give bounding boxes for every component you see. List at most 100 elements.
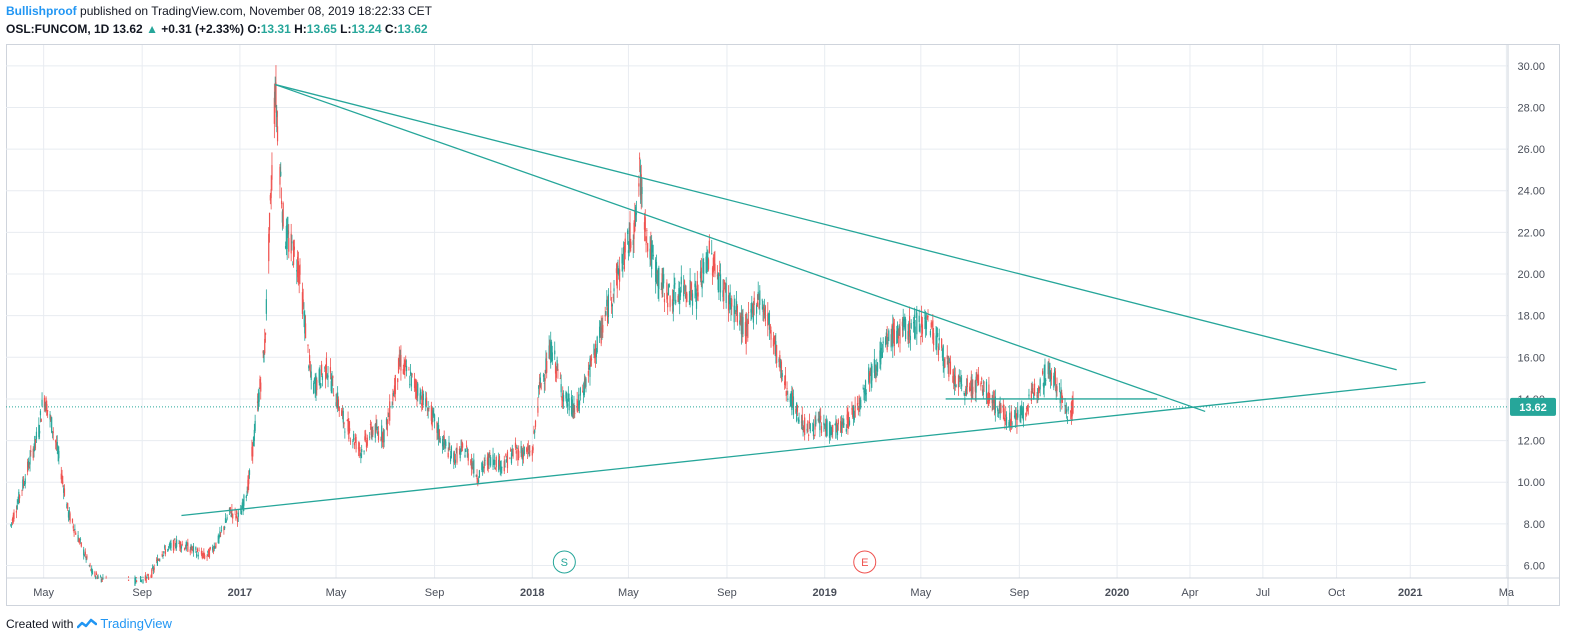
candle-body xyxy=(868,372,871,383)
candle-body xyxy=(175,546,177,548)
candle-body xyxy=(901,321,903,327)
candle-body xyxy=(675,299,677,304)
candle-body xyxy=(178,542,180,544)
candle-body xyxy=(402,369,404,374)
candle-body xyxy=(1066,419,1069,421)
candle-body xyxy=(38,424,40,438)
candle-body xyxy=(286,225,288,250)
candle-body xyxy=(437,426,439,434)
candle-body xyxy=(394,375,396,395)
candle-body xyxy=(562,393,564,402)
candle-body xyxy=(942,345,944,367)
candle-body xyxy=(943,367,945,369)
candle-body xyxy=(1022,406,1024,421)
candle-body xyxy=(439,437,441,443)
candle-body xyxy=(594,352,596,359)
candle-body xyxy=(712,257,714,273)
candle-body xyxy=(518,450,520,459)
candle-body xyxy=(21,490,23,491)
tradingview-logo[interactable]: TradingView xyxy=(77,616,172,631)
candle-body xyxy=(363,450,365,452)
y-tick-label: 12.00 xyxy=(1517,436,1545,448)
candle-body xyxy=(478,479,480,483)
candle-body xyxy=(916,312,918,335)
published-text: published on TradingView.com, November 0… xyxy=(80,4,433,18)
candle-body xyxy=(1032,388,1034,394)
candle-body xyxy=(325,357,328,377)
candle-body xyxy=(796,405,799,412)
candle-body xyxy=(257,395,259,410)
symbol-name: OSL:FUNCOM, 1D xyxy=(6,22,110,36)
candle-body xyxy=(561,396,563,401)
candle-body xyxy=(752,303,754,323)
candle-body xyxy=(410,373,412,387)
candle-body xyxy=(881,351,883,358)
candle-body xyxy=(607,307,609,323)
candle-body xyxy=(674,283,676,285)
candle-body xyxy=(913,314,916,330)
candle-body xyxy=(392,393,394,401)
candle-body xyxy=(627,250,630,254)
candle-body xyxy=(594,343,597,359)
candle-body xyxy=(79,538,82,540)
candle-body xyxy=(159,559,161,561)
candle-body xyxy=(801,414,803,426)
candle-body xyxy=(966,378,968,388)
candle-body xyxy=(792,393,794,401)
candle-body xyxy=(386,420,388,431)
open-value: 13.31 xyxy=(260,22,291,36)
candle-body xyxy=(899,326,901,344)
trendline xyxy=(274,83,1397,371)
candle-body xyxy=(449,455,452,462)
candle-body xyxy=(884,337,887,346)
candle-body xyxy=(909,316,911,335)
chart-frame[interactable] xyxy=(6,44,1560,606)
candle-body xyxy=(842,421,844,424)
candle-body xyxy=(365,442,368,448)
candle-body xyxy=(578,394,580,409)
candle-body xyxy=(307,344,309,347)
candle-body xyxy=(846,414,848,420)
candle-body xyxy=(836,425,839,436)
footer: Created with TradingView xyxy=(6,616,172,631)
author-link[interactable]: Bullishproof xyxy=(6,4,77,18)
candle-body xyxy=(611,304,614,307)
candle-body xyxy=(985,381,988,399)
candle-body xyxy=(1005,414,1007,418)
candle-body xyxy=(585,378,587,387)
candle-body xyxy=(628,227,630,247)
candle-body xyxy=(196,548,199,552)
candle-body xyxy=(430,405,432,421)
candle-body xyxy=(571,399,573,418)
candle-body xyxy=(240,509,242,511)
candle-body xyxy=(703,262,705,274)
candle-body xyxy=(298,271,300,283)
candle-body xyxy=(470,461,472,463)
candle-body xyxy=(714,263,716,274)
candle-body xyxy=(812,423,815,436)
candle-body xyxy=(433,413,435,415)
candle-body xyxy=(1013,415,1016,417)
candle-body xyxy=(308,365,310,369)
candle-body xyxy=(39,411,42,416)
candle-body xyxy=(235,515,237,519)
candle-body xyxy=(913,321,915,324)
candle-body xyxy=(1055,390,1057,393)
candle-body xyxy=(1037,386,1040,394)
candle-body xyxy=(750,308,752,313)
candle-body xyxy=(369,436,371,438)
candle-body xyxy=(105,577,107,579)
candle-body xyxy=(931,323,933,325)
candle-body xyxy=(1027,404,1029,415)
candle-body xyxy=(47,410,49,412)
candle-body xyxy=(296,270,298,272)
candle-body xyxy=(329,367,332,373)
candle-body xyxy=(582,391,585,396)
candle-body xyxy=(490,457,492,466)
candle-body xyxy=(639,165,642,196)
candle-body xyxy=(459,450,461,459)
candle-body xyxy=(192,545,195,553)
candle-body xyxy=(268,233,270,262)
candle-body xyxy=(836,423,838,432)
